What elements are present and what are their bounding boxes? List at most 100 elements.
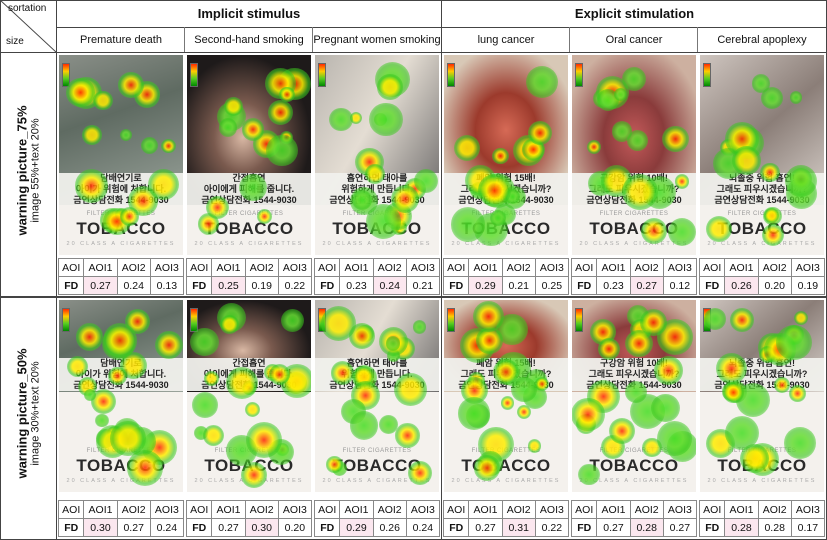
- aoi-header-cell: AOI2: [501, 500, 536, 519]
- fd-value: 0.13: [149, 276, 185, 295]
- class-text: 20 CLASS A CIGARETTES: [579, 241, 689, 247]
- aoi-header-cell: AOI1: [339, 258, 374, 277]
- stimulus-cell-r2-c1: 담배연기로 아이가 위험에 처합니다. 금연상담전화 1544-9030 FILTER…: [59, 300, 183, 492]
- aoi-header-cell: AOI2: [116, 258, 151, 277]
- stimulus-cell-r1-c2: 간접흡연 아이에게 피해를 줍니다. 금연상담전화 1544-9030 FILTER …: [187, 55, 311, 255]
- row-divider: [0, 296, 827, 298]
- aoi-table: AOI AOI1 AOI2 AOI3 FD 0.27 0.30 0.20: [185, 500, 313, 537]
- brand-text: TOBACCO: [461, 219, 551, 238]
- fd-value: 0.21: [405, 276, 441, 295]
- heat-scale-icon: [190, 63, 198, 87]
- fd-value: 0.28: [724, 518, 759, 537]
- border-top: [0, 0, 827, 1]
- aoi-header-row: AOI AOI1 AOI2 AOI3: [570, 500, 698, 519]
- aoi-header-cell: AOI3: [149, 258, 185, 277]
- stimulus-cell-r2-c6: 뇌졸중 위험 흡연! 그래도 피우시겠습니까? 금연상담전화 1544-9030 FI…: [700, 300, 824, 492]
- fd-value: 0.27: [211, 518, 246, 537]
- stimulus-cell-r2-c5: 구강암 위험 10배! 그래도 피우시겠습니까? 금연상담전화 1544-9030 F…: [572, 300, 696, 492]
- label-col-divider: [56, 0, 57, 540]
- column-title-2: Second-hand smoking: [194, 34, 304, 46]
- warning-text: 담배연기로 아이가 위험에 처합니다. 금연상담전화 1544-9030: [59, 173, 183, 206]
- fd-value: 0.20: [757, 276, 792, 295]
- warning-text: 구강암 위험 10배! 그래도 피우시겠습니까? 금연상담전화 1544-9030: [572, 358, 696, 391]
- fd-value: 0.26: [372, 518, 407, 537]
- pack-area: FILTER CIGARETTES TOBACCO 20 CLASS A CIGAR…: [187, 205, 311, 255]
- aoi-header-cell: AOI: [442, 258, 470, 277]
- aoi-header-cell: AOI1: [211, 500, 246, 519]
- pack-area: FILTER CIGARETTES TOBACCO 20 CLASS A CIGAR…: [59, 392, 183, 492]
- fd-value: 0.30: [83, 518, 118, 537]
- aoi-header-cell: AOI3: [277, 258, 313, 277]
- aoi-header-cell: AOI1: [468, 258, 503, 277]
- class-text: 20 CLASS A CIGARETTES: [322, 478, 432, 484]
- heat-scale-icon: [703, 308, 711, 332]
- aoi-table: AOI AOI1 AOI2 AOI3 FD 0.27 0.31 0.22: [442, 500, 570, 537]
- brand-text: TOBACCO: [717, 456, 807, 475]
- header-bottom: [0, 52, 827, 53]
- aoi-header-cell: AOI2: [501, 258, 536, 277]
- column-divider: [184, 27, 185, 52]
- column-title-5: Oral cancer: [605, 34, 663, 46]
- aoi-header-cell: AOI: [313, 500, 341, 519]
- fd-label: FD: [57, 518, 85, 537]
- heat-scale-icon: [703, 63, 711, 87]
- filter-text: FILTER CIGARETTES: [86, 448, 156, 454]
- aoi-header-cell: AOI3: [149, 500, 185, 519]
- heat-scale-icon: [190, 308, 198, 332]
- fd-label: FD: [313, 518, 341, 537]
- aoi-header-cell: AOI3: [405, 500, 441, 519]
- warning-text: 뇌졸중 위험 흡연! 그래도 피우시겠습니까? 금연상담전화 1544-9030: [700, 173, 824, 206]
- class-text: 20 CLASS A CIGARETTES: [66, 241, 176, 247]
- row-label-50-title: warning picture_50%: [14, 348, 30, 479]
- pack-area: FILTER CIGARETTES TOBACCO 20 CLASS A CIGAR…: [700, 392, 824, 492]
- fd-value: 0.26: [724, 276, 759, 295]
- sortation-label: sortation: [8, 3, 47, 14]
- aoi-header-cell: AOI1: [83, 258, 118, 277]
- class-text: 20 CLASS A CIGARETTES: [451, 241, 561, 247]
- aoi-header-cell: AOI2: [372, 258, 407, 277]
- column-title-3: Pregnant women smoking: [313, 34, 441, 46]
- brand-text: TOBACCO: [76, 456, 166, 475]
- fd-row: FD 0.29 0.26 0.24: [313, 518, 441, 537]
- class-text: 20 CLASS A CIGARETTES: [194, 241, 304, 247]
- fd-value: 0.20: [277, 518, 313, 537]
- fd-value: 0.24: [405, 518, 441, 537]
- brand-text: TOBACCO: [461, 456, 551, 475]
- aoi-table: AOI AOI1 AOI2 AOI3 FD 0.29 0.26 0.24: [313, 500, 441, 537]
- brand-text: TOBACCO: [204, 219, 294, 238]
- aoi-header-cell: AOI: [185, 258, 213, 277]
- brand-text: TOBACCO: [589, 219, 679, 238]
- group-divider: [441, 0, 442, 540]
- fd-label: FD: [442, 276, 470, 295]
- aoi-header-cell: AOI: [313, 258, 341, 277]
- row-label-75-title: warning picture_75%: [14, 105, 30, 236]
- aoi-header-row: AOI AOI1 AOI2 AOI3: [570, 258, 698, 277]
- fd-row: FD 0.27 0.24 0.13: [57, 276, 185, 295]
- warning-text: 폐암 위험 15배! 그래도 피우시겠습니까? 금연상담전화 1544-9030: [444, 173, 568, 206]
- aoi-header-cell: AOI: [442, 500, 470, 519]
- fd-row: FD 0.23 0.27 0.12: [570, 276, 698, 295]
- aoi-header-row: AOI AOI1 AOI2 AOI3: [698, 500, 826, 519]
- fd-row: FD 0.23 0.24 0.21: [313, 276, 441, 295]
- aoi-header-cell: AOI2: [757, 258, 792, 277]
- filter-text: FILTER CIGARETTES: [86, 211, 156, 217]
- warning-text: 흡연하면 태아를 위험하게 만듭니다. 금연상담전화 1544-9030: [315, 173, 439, 206]
- fd-label: FD: [185, 276, 213, 295]
- pack-area: FILTER CIGARETTES TOBACCO 20 CLASS A CIGAR…: [700, 205, 824, 255]
- filter-text: FILTER CIGARETTES: [471, 211, 541, 217]
- aoi-header-row: AOI AOI1 AOI2 AOI3: [442, 500, 570, 519]
- aoi-header-cell: AOI1: [724, 258, 759, 277]
- aoi-header-cell: AOI: [698, 500, 726, 519]
- fd-value: 0.25: [211, 276, 246, 295]
- fd-value: 0.17: [790, 518, 826, 537]
- row-label-50-sub: image 30%+text 20%: [29, 361, 42, 466]
- stimulus-cell-r2-c3: 흡연하면 태아를 위험하게 만듭니다. 금연상담전화 1544-9030 FILTER…: [315, 300, 439, 492]
- class-text: 20 CLASS A CIGARETTES: [707, 478, 817, 484]
- class-text: 20 CLASS A CIGARETTES: [322, 241, 432, 247]
- heat-scale-icon: [575, 308, 583, 332]
- fd-value: 0.27: [629, 276, 664, 295]
- aoi-table: AOI AOI1 AOI2 AOI3 FD 0.26 0.20 0.19: [698, 258, 826, 295]
- aoi-header-cell: AOI: [698, 258, 726, 277]
- size-label: size: [6, 36, 24, 47]
- fd-label: FD: [698, 518, 726, 537]
